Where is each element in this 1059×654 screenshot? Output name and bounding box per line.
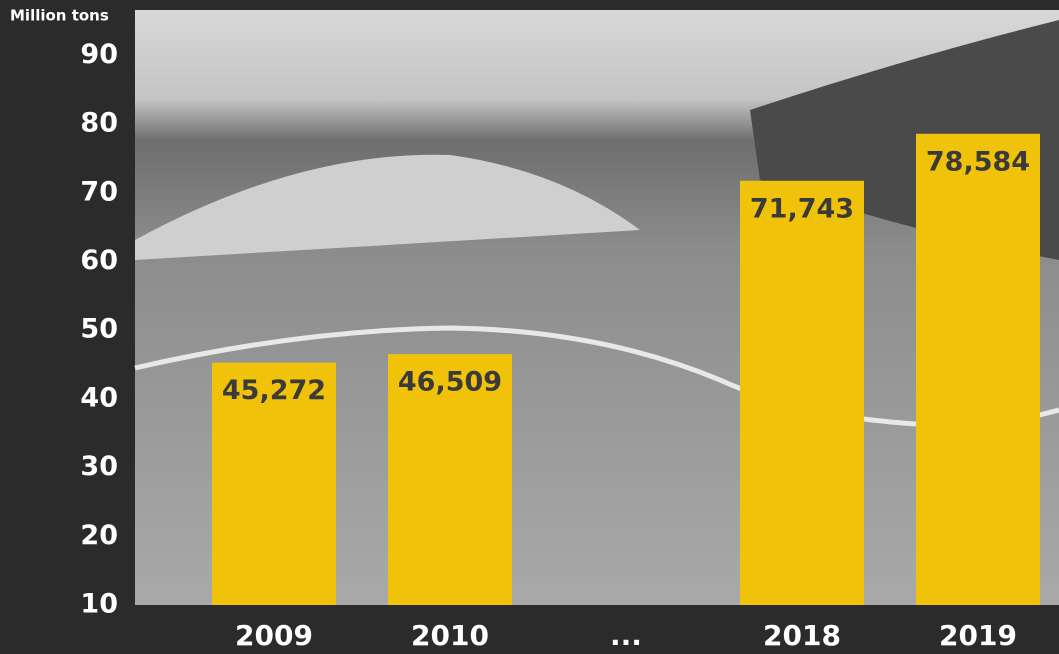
y-tick-label: 60 (80, 245, 118, 276)
y-tick-label: 50 (80, 314, 118, 345)
photo-hill (135, 154, 640, 260)
bar (212, 362, 336, 605)
x-tick-label: 2018 (763, 619, 841, 652)
x-tick-label: 2009 (235, 619, 313, 652)
value-label: 71,743 (750, 193, 854, 224)
y-tick-label: 10 (80, 589, 118, 620)
y-tick-label: 90 (80, 39, 118, 70)
x-tick-label: ... (610, 619, 642, 652)
x-tick-label: 2010 (411, 619, 489, 652)
y-tick-label: 80 (80, 108, 118, 139)
bar (740, 180, 864, 605)
axis-title: Million tons (10, 7, 109, 25)
bar (388, 354, 512, 605)
value-label: 78,584 (926, 146, 1030, 177)
y-tick-label: 40 (80, 382, 118, 413)
bar (916, 133, 1040, 605)
y-tick-label: 20 (80, 520, 118, 551)
y-tick-label: 70 (80, 176, 118, 207)
x-tick-label: 2019 (939, 619, 1017, 652)
y-tick-label: 30 (80, 451, 118, 482)
value-label: 45,272 (222, 375, 326, 406)
value-label: 46,509 (398, 367, 502, 398)
